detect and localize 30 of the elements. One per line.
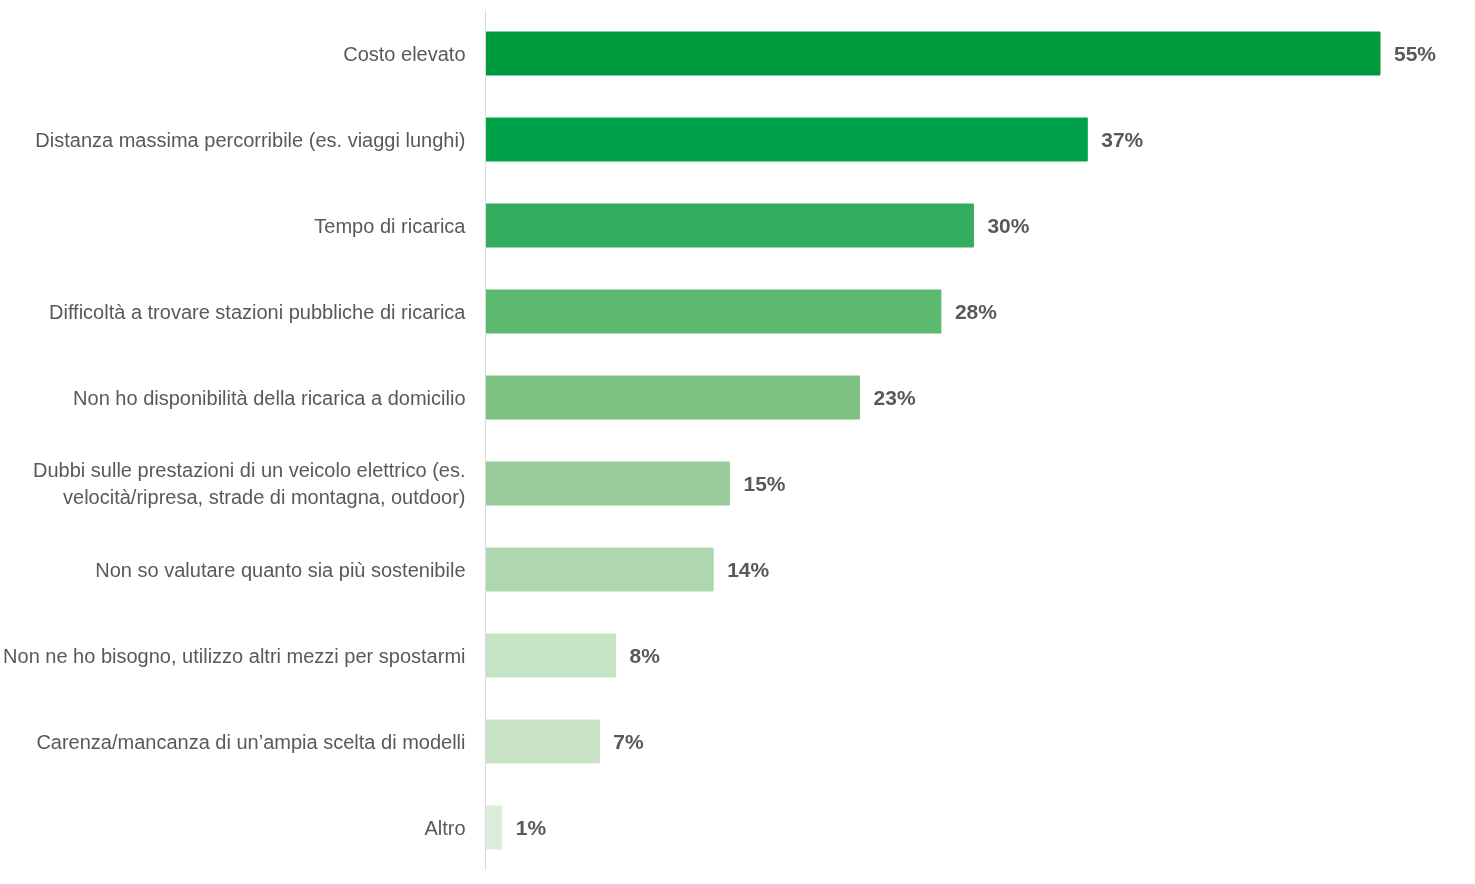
bar [485,289,942,334]
bar [485,719,600,764]
bar [485,117,1088,162]
data-label: 37% [1101,128,1144,151]
y-tick-label: Costo elevato [343,42,466,65]
data-label: 15% [743,472,786,495]
bar [485,633,617,678]
y-tick-label: Carenza/mancanza di un’ampia scelta di modelli [36,730,466,753]
bar [485,461,730,506]
bar [485,375,861,420]
data-label: 1% [515,816,547,839]
data-label: 14% [727,558,770,581]
y-tick-label: Non ne ho bisogno, utilizzo altri mezzi per spostarmi [3,644,466,667]
y-tick-label: Non ho disponibilità della ricarica a domicilio [73,386,466,409]
bar [485,203,974,248]
bar [485,547,714,592]
data-label: 55% [1394,42,1437,65]
bar [485,31,1381,76]
y-tick-label: Difficoltà a trovare stazioni pubbliche di ricarica [49,300,467,323]
bar [485,805,503,850]
data-label: 23% [873,386,916,409]
data-label: 28% [954,300,998,323]
data-label: 30% [987,214,1030,237]
y-tick-label: Distanza massima percorribile (es. viaggi lunghi) [35,128,466,151]
y-tick-label: Altro [424,816,466,839]
y-tick-label: Dubbi sulle prestazioni di un veicolo elettrico (es. velocità/ripresa, strade di montagna, outdoor) [33,459,466,508]
data-label: 8% [629,644,661,667]
y-tick-label: Non so valutare quanto sia più sostenibile [95,558,466,581]
data-label: 7% [613,730,645,753]
y-tick-label: Tempo di ricarica [314,214,467,237]
